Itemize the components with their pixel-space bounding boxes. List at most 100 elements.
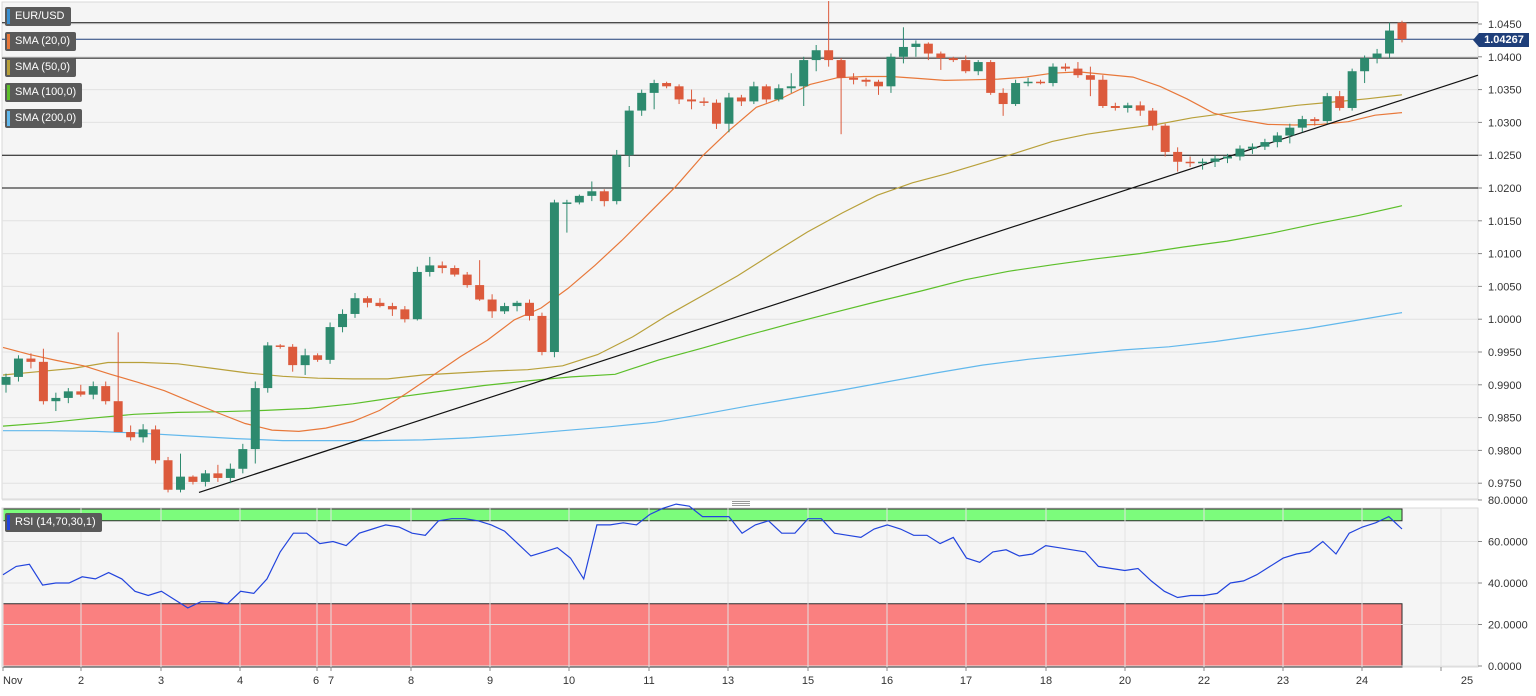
symbol-legend[interactable]: EUR/USD <box>5 7 71 26</box>
candle-body <box>624 110 634 156</box>
panel-resize-handle[interactable] <box>732 501 750 506</box>
candle-body <box>923 43 933 54</box>
price-tick-label: 1.0000 <box>1488 314 1522 326</box>
candle-body <box>761 86 771 100</box>
candle-body <box>1073 68 1083 76</box>
candle-body <box>687 99 697 102</box>
price-tick-label: 1.0450 <box>1488 19 1522 31</box>
rsi-legend[interactable]: RSI (14,70,30,1) <box>5 513 102 532</box>
time-axis[interactable]: Nov 2 3 4 6 7 8 9 10 11 13 15 16 17 18 20 22 23 24 25 <box>2 667 1473 687</box>
time-tick-label: 11 <box>643 675 654 687</box>
candle-body <box>662 83 672 87</box>
candle-body <box>587 191 597 196</box>
time-tick-label: 22 <box>1198 675 1210 687</box>
candle-body <box>350 298 360 314</box>
time-tick-label: 24 <box>1356 675 1368 687</box>
rsi-overbought-zone <box>2 508 1403 522</box>
candle-body <box>525 302 534 316</box>
candle-body <box>1285 127 1295 136</box>
rsi-tick-label: 80.0000 <box>1488 495 1528 507</box>
candle-body <box>774 88 784 100</box>
candle-body <box>637 92 647 111</box>
sma-lines <box>2 71 1403 442</box>
price-tick-label: 1.0150 <box>1488 216 1522 228</box>
time-tick-label: 16 <box>881 675 893 687</box>
price-tick-label: 1.0300 <box>1488 117 1522 129</box>
rsi-tick-label: 40.0000 <box>1488 578 1528 590</box>
price-tick-label: 1.0100 <box>1488 249 1522 261</box>
candle-body <box>1322 96 1332 122</box>
candle-body <box>874 81 883 87</box>
price-axis[interactable]: 1.0450 1.0400 1.0350 1.0300 1.0250 1.0200 1.01… <box>1478 19 1522 490</box>
symbol-label: EUR/USD <box>15 10 65 22</box>
candle-body <box>462 274 472 286</box>
candle-body <box>475 285 485 300</box>
candle-body <box>1011 83 1021 105</box>
candle-body <box>200 473 210 482</box>
candles <box>1 1 1407 493</box>
time-tick-label: 3 <box>158 675 164 687</box>
candle-body <box>1173 151 1183 162</box>
rsi-tick-label: 20.0000 <box>1488 620 1528 632</box>
sma200-legend[interactable]: SMA (200,0) <box>5 109 83 128</box>
sma50-swatch <box>7 60 10 75</box>
candle-body <box>961 60 971 72</box>
candle-body <box>1085 75 1095 80</box>
candle-body <box>998 92 1008 105</box>
price-tick-label: 1.0250 <box>1488 150 1522 162</box>
candle-body <box>300 355 310 366</box>
rsi-oversold-zone <box>2 603 1403 668</box>
candle-body <box>1360 58 1370 72</box>
candle-body <box>886 56 896 87</box>
sma100-label: SMA (100,0) <box>15 86 77 98</box>
candle-body <box>163 460 173 490</box>
candle-body <box>824 50 834 61</box>
horizontal-levels <box>2 22 1478 189</box>
candle-body <box>338 313 348 328</box>
candle-body <box>986 62 996 93</box>
time-tick-label: 9 <box>487 675 493 687</box>
price-tick-label: 0.9850 <box>1488 413 1522 425</box>
sma50-legend[interactable]: SMA (50,0) <box>5 58 77 77</box>
candle-body <box>1372 53 1382 59</box>
candle-body <box>549 202 559 352</box>
candle-body <box>1048 66 1058 84</box>
rsi-axis[interactable]: 80.0000 60.0000 40.0000 20.0000 0.0000 <box>1478 495 1528 673</box>
price-tick-label: 0.9750 <box>1488 478 1522 490</box>
candle-body <box>711 102 721 124</box>
time-tick-label: 8 <box>408 675 414 687</box>
candle-body <box>275 345 285 347</box>
candle-body <box>1148 110 1158 126</box>
candle-body <box>849 77 859 80</box>
candle-body <box>1135 105 1145 111</box>
candle-body <box>1235 148 1245 157</box>
candle-body <box>101 386 111 402</box>
candle-body <box>1272 135 1282 143</box>
candle-body <box>1123 105 1133 108</box>
sma20-line <box>2 71 1403 433</box>
time-tick-label: 2 <box>78 675 84 687</box>
rsi-label: RSI (14,70,30,1) <box>15 516 96 528</box>
candle-body <box>562 202 572 204</box>
sma200-swatch <box>7 111 10 126</box>
sma20-legend[interactable]: SMA (20,0) <box>5 32 77 51</box>
sma100-line <box>2 205 1403 427</box>
price-tick-label: 1.0400 <box>1488 52 1522 64</box>
candle-body <box>188 476 198 482</box>
candle-body <box>88 386 98 395</box>
candle-body <box>1335 96 1345 108</box>
candle-body <box>599 191 609 202</box>
candle-body <box>151 429 161 461</box>
sma100-legend[interactable]: SMA (100,0) <box>5 83 83 102</box>
time-tick-label: 17 <box>960 675 972 687</box>
candle-body <box>38 361 48 402</box>
candle-body <box>898 46 908 57</box>
price-tick-label: 1.0200 <box>1488 183 1522 195</box>
candle-body <box>1247 146 1257 149</box>
candle-body <box>238 449 248 469</box>
candle-body <box>1297 119 1307 128</box>
candle-body <box>325 327 335 360</box>
rsi-swatch <box>7 515 10 530</box>
candle-body <box>250 388 260 450</box>
